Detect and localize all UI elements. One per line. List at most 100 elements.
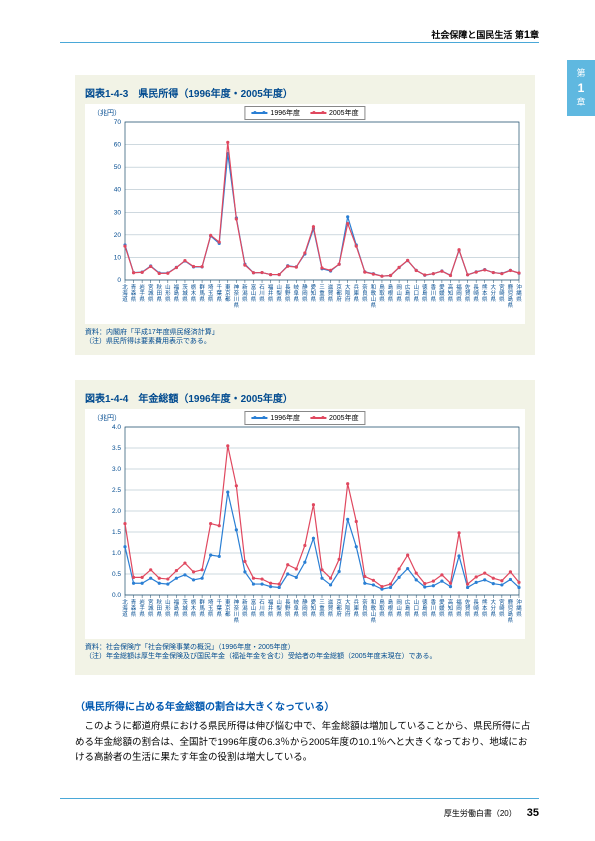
svg-text:徳: 徳 [422,598,428,606]
svg-text:香: 香 [431,598,437,606]
svg-text:石: 石 [259,284,265,291]
svg-text:和: 和 [371,598,377,606]
svg-text:県: 県 [379,611,385,618]
svg-text:城: 城 [148,290,154,297]
svg-text:歌: 歌 [371,289,377,297]
svg-text:分: 分 [491,604,497,612]
svg-text:県: 県 [388,611,394,618]
svg-text:山: 山 [396,604,402,612]
svg-text:葉: 葉 [216,289,222,297]
svg-text:県: 県 [208,611,214,618]
chart-2-source: 資料：社会保険庁「社会保険事業の概況」（1996年度・2005年度）（注）年金総… [85,643,525,661]
svg-text:県: 県 [131,611,137,618]
svg-text:島: 島 [388,283,394,291]
svg-text:三: 三 [319,284,325,291]
svg-text:県: 県 [448,611,454,618]
svg-text:本: 本 [482,604,488,612]
svg-text:県: 県 [362,296,368,303]
svg-text:県: 県 [439,296,445,303]
svg-text:県: 県 [413,611,419,618]
chart-1-source: 資料：内閣府「平成17年度県民経済計算」（注）県民所得は要素費用表示である。 [85,328,525,346]
svg-text:2.0: 2.0 [112,508,121,515]
svg-text:県: 県 [242,296,248,303]
svg-text:香: 香 [431,283,437,291]
chart-2-box: （兆円） 1996年度 2005年度 0.00.51.01.52.02.53.0… [85,409,525,639]
svg-text:奈: 奈 [362,598,368,606]
svg-text:愛: 愛 [311,283,317,291]
chart-1-legend: 1996年度 2005年度 [244,106,365,120]
svg-text:宮: 宮 [148,598,154,606]
svg-text:馬: 馬 [199,605,205,612]
svg-text:群: 群 [199,598,205,606]
svg-text:山: 山 [251,289,257,297]
svg-text:県: 県 [208,296,214,303]
svg-text:阜: 阜 [294,289,300,297]
svg-text:40: 40 [114,187,122,194]
svg-text:県: 県 [516,611,522,618]
svg-text:鳥: 鳥 [379,598,385,606]
svg-text:県: 県 [199,296,205,303]
svg-text:青: 青 [131,598,137,606]
svg-text:3.5: 3.5 [112,445,121,452]
svg-text:群: 群 [199,283,205,291]
svg-text:福: 福 [174,283,180,291]
svg-text:県: 県 [465,296,471,303]
svg-text:府: 府 [336,610,342,618]
svg-text:山: 山 [413,283,419,291]
svg-text:媛: 媛 [439,289,445,297]
svg-text:県: 県 [413,296,419,303]
svg-text:賀: 賀 [465,604,471,612]
svg-text:重: 重 [319,604,325,612]
svg-text:県: 県 [448,296,454,303]
svg-text:県: 県 [165,296,171,303]
svg-text:和: 和 [371,283,377,291]
svg-text:県: 県 [319,296,325,303]
svg-text:縄: 縄 [516,289,522,297]
svg-text:県: 県 [491,296,497,303]
svg-text:県: 県 [294,296,300,303]
svg-text:石: 石 [259,599,265,606]
svg-text:埼: 埼 [208,283,214,291]
svg-text:県: 県 [216,296,222,303]
svg-text:県: 県 [259,296,265,303]
svg-text:東: 東 [225,598,231,606]
chart-1-svg: 010203040506070北海道青森県岩手県宮城県秋田県山形県福島県茨城県栃… [89,108,529,320]
chart-2-svg: 0.00.51.01.52.02.53.03.54.0北海道青森県岩手県宮城県秋… [89,413,529,635]
svg-text:山: 山 [276,283,282,291]
svg-text:島: 島 [174,289,180,297]
svg-text:県: 県 [439,611,445,618]
svg-text:都: 都 [225,296,231,303]
svg-text:潟: 潟 [242,604,248,612]
svg-text:県: 県 [371,617,377,624]
svg-text:玉: 玉 [208,290,214,297]
svg-text:県: 県 [191,296,197,303]
svg-text:取: 取 [379,290,385,297]
svg-text:県: 県 [268,611,274,618]
svg-text:賀: 賀 [328,289,334,297]
svg-text:島: 島 [174,604,180,612]
svg-text:島: 島 [405,289,411,297]
svg-text:県: 県 [328,296,334,303]
svg-text:鹿: 鹿 [508,598,514,606]
svg-text:沖: 沖 [516,598,522,606]
svg-text:岡: 岡 [456,605,462,612]
svg-text:田: 田 [157,605,163,612]
svg-text:県: 県 [473,611,479,618]
svg-text:県: 県 [508,617,514,624]
svg-text:三: 三 [319,599,325,606]
chapter-side-tab: 第 1 章 [567,60,595,116]
svg-text:井: 井 [268,289,274,297]
body-text-block: （県民所得に占める年金総額の割合は大きくなっている） このように都道府県における… [75,698,535,766]
svg-text:形: 形 [165,604,171,612]
svg-text:島: 島 [422,604,428,612]
svg-text:庫: 庫 [354,289,360,297]
svg-text:府: 府 [345,295,351,303]
svg-text:海: 海 [122,604,128,612]
svg-text:県: 県 [499,611,505,618]
svg-text:岡: 岡 [396,284,402,291]
svg-text:県: 県 [285,296,291,303]
svg-text:馬: 馬 [199,290,205,297]
svg-text:都: 都 [336,290,342,297]
svg-text:山: 山 [396,289,402,297]
svg-text:山: 山 [371,295,377,303]
